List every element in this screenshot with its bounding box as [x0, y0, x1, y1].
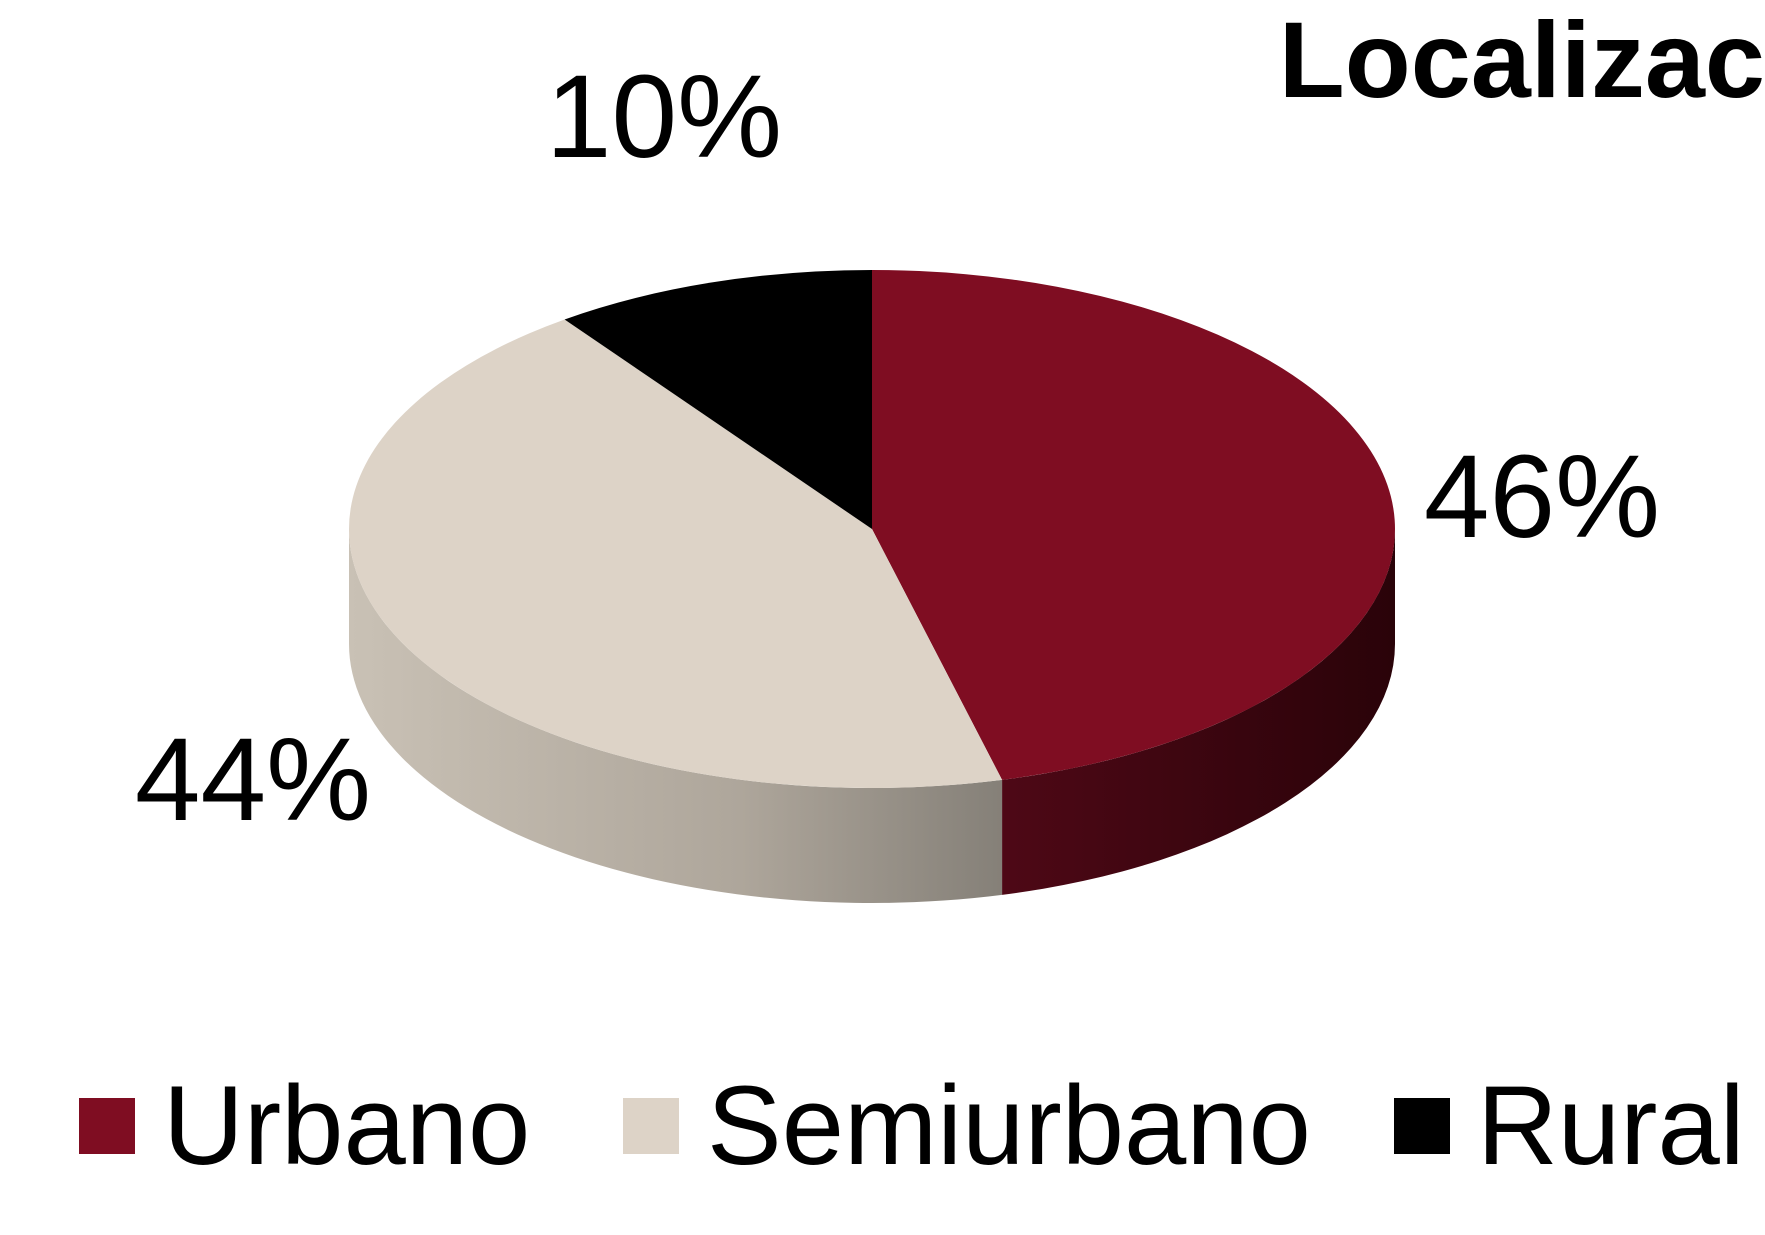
pie-slice	[872, 270, 1395, 780]
pie-side	[349, 529, 1003, 903]
legend-swatch	[623, 1098, 679, 1154]
pie-slice	[564, 270, 872, 529]
chart-title: Localizac	[1279, 0, 1765, 120]
legend-label: Semiurbano	[707, 1063, 1311, 1188]
data-label: 46%	[1424, 431, 1660, 563]
pie-slice	[349, 319, 1003, 788]
legend-label: Rural	[1477, 1063, 1745, 1188]
legend-swatch	[1394, 1098, 1450, 1154]
data-label: 10%	[546, 51, 782, 183]
data-label: 44%	[135, 714, 371, 846]
legend-label: Urbano	[163, 1063, 530, 1188]
legend-swatch	[79, 1098, 135, 1154]
pie-side	[1002, 529, 1395, 895]
